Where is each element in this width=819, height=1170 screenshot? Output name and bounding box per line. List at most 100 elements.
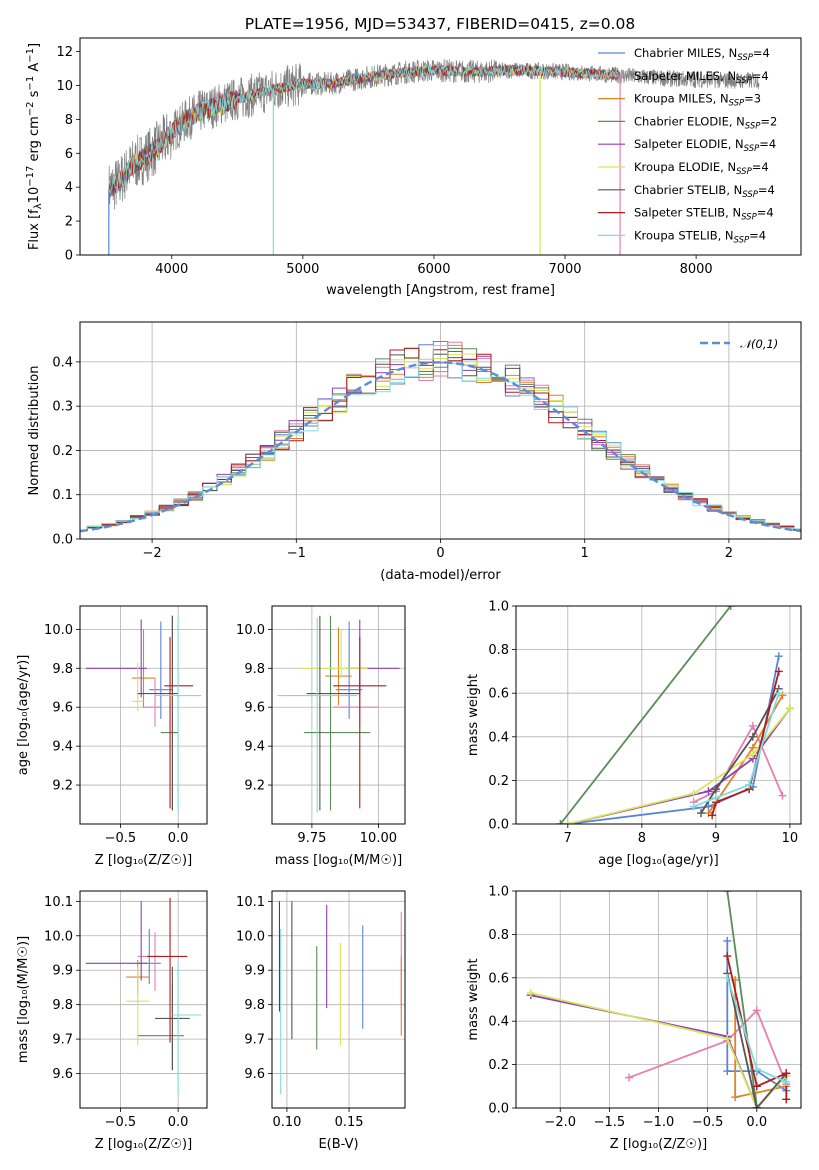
x-tick-label: 8 xyxy=(638,831,646,846)
x-axis-label: wavelength [Angstrom, rest frame] xyxy=(326,283,555,298)
histogram-chabrier-elodie xyxy=(80,347,801,531)
series-marker xyxy=(726,606,735,610)
series-marker xyxy=(782,1077,791,1086)
series-marker xyxy=(723,1067,732,1076)
x-tick-label: −1.5 xyxy=(594,1115,626,1130)
mass-vs-ebv-plot-area xyxy=(278,901,402,1095)
series-marker xyxy=(625,1073,634,1082)
y-tick-label: 9.6 xyxy=(52,701,73,716)
legend-label: Chabrier MILES, NSSP=4 xyxy=(634,46,770,63)
series-line xyxy=(567,707,791,824)
mass-vs-Z-panel: −0.5 0.0 9.6 9.7 9.8 9.9 10.0 10.1 Z [log₁₀(Z/Z☉… xyxy=(16,890,208,1152)
series-marker xyxy=(782,1095,791,1104)
x-axis-label: (data-model)/error xyxy=(380,568,501,583)
series-line xyxy=(711,671,780,816)
x-axis-label: age [log₁₀(age/yr)] xyxy=(598,853,719,868)
y-tick-label: 0.8 xyxy=(488,643,509,658)
y-axis-label: mass [log₁₀(M/M☉)] xyxy=(16,936,31,1063)
series-marker xyxy=(774,652,783,661)
residual-histogram-panel: −2 −1 0 1 2 0.0 0.1 0.2 0.3 0.4 𝒩(0,1) (data-model)… xyxy=(27,321,802,583)
legend-entry: Salpeter MILES, NSSP=4 xyxy=(598,69,769,86)
x-tick-label: 9 xyxy=(712,831,720,846)
x-tick-label: 6000 xyxy=(417,262,450,277)
y-tick-label: 9.8 xyxy=(244,998,265,1013)
series-marker xyxy=(748,750,757,759)
y-tick-label: 8 xyxy=(65,113,73,128)
series-marker xyxy=(782,1069,791,1078)
series-marker xyxy=(723,1034,732,1043)
y-tick-label: 10.1 xyxy=(44,895,73,910)
series-line xyxy=(734,980,787,1099)
x-tick-label: −1 xyxy=(287,546,306,561)
x-tick-label: −2 xyxy=(143,546,162,561)
errorbar-point xyxy=(277,617,358,813)
y-tick-label: 1.0 xyxy=(488,885,509,900)
x-axis-label: Z [log₁₀(Z/Z☉)] xyxy=(95,853,192,868)
x-tick-label: 0.15 xyxy=(335,1115,364,1130)
x-axis-label: Z [log₁₀(Z/Z☉)] xyxy=(95,1137,192,1152)
massweight-vs-Z-panel: −2.0 −1.5 −1.0 −0.5 0.0 0.0 0.2 0.4 0.6 0.8 1.0 Z [… xyxy=(466,885,802,1152)
age-vs-Z-panel: −0.5 0.0 9.2 9.4 9.6 9.8 10.0 Z [log₁₀(Z/Z☉)] ag… xyxy=(16,605,208,868)
series-marker xyxy=(774,689,783,698)
x-tick-label: 0.0 xyxy=(168,1115,189,1130)
y-axis-label: mass weight xyxy=(466,674,481,756)
series-marker xyxy=(526,988,535,997)
series-marker xyxy=(752,1064,761,1073)
spectrum-plot-area xyxy=(108,59,760,255)
series-line xyxy=(700,688,780,814)
y-tick-label: 0.4 xyxy=(52,355,73,370)
y-tick-label: 0.6 xyxy=(488,687,509,702)
y-tick-label: 0.8 xyxy=(488,928,509,943)
y-tick-label: 0.2 xyxy=(52,444,73,459)
errorbar-point xyxy=(155,966,190,1071)
errorbar-point xyxy=(335,621,363,719)
series-line xyxy=(693,692,780,808)
age-vs-mass-plot-area xyxy=(277,615,400,813)
series-marker xyxy=(689,789,698,798)
series-marker xyxy=(556,820,565,824)
axes-frame xyxy=(515,605,802,825)
legend-entry: Salpeter ELODIE, NSSP=4 xyxy=(598,137,776,154)
errorbar-point xyxy=(303,615,371,811)
x-tick-label: 1 xyxy=(581,546,589,561)
y-tick-label: 9.8 xyxy=(244,662,265,677)
legend-entry: Kroupa STELIB, NSSP=4 xyxy=(598,228,766,245)
y-tick-label: 0.2 xyxy=(488,1058,509,1073)
errorbar-point xyxy=(146,897,188,1043)
errorbar-point xyxy=(149,621,173,719)
histogram-kroupa-miles xyxy=(80,344,801,531)
legend-label: Kroupa ELODIE, NSSP=4 xyxy=(634,160,769,177)
series-marker xyxy=(752,1006,761,1015)
y-tick-label: 9.7 xyxy=(244,1033,265,1048)
y-tick-label: 0.0 xyxy=(52,533,73,548)
x-tick-label: −0.5 xyxy=(692,1115,724,1130)
y-tick-label: 10.1 xyxy=(236,895,265,910)
series-marker xyxy=(563,820,572,824)
y-tick-label: 10.0 xyxy=(44,929,73,944)
series-marker xyxy=(711,793,720,802)
y-tick-label: 4 xyxy=(65,181,73,196)
errorbar-point xyxy=(137,984,184,1071)
legend-label: Salpeter MILES, NSSP=4 xyxy=(634,69,769,86)
y-tick-label: 9.9 xyxy=(244,964,265,979)
y-tick-label: 12 xyxy=(56,45,73,60)
axes-frame xyxy=(79,605,208,825)
y-tick-label: 9.6 xyxy=(244,701,265,716)
x-axis-label: Z [log₁₀(Z/Z☉)] xyxy=(610,1137,707,1152)
legend-label: Chabrier ELODIE, NSSP=2 xyxy=(634,114,777,131)
errorbar-point xyxy=(85,901,147,981)
mass-vs-ebv-panel: 0.10 0.15 9.6 9.7 9.8 9.9 10.0 10.1 E(B-V) xyxy=(236,890,406,1152)
series-marker xyxy=(689,802,698,811)
legend-label: Kroupa MILES, NSSP=3 xyxy=(634,92,761,109)
x-tick-label: 7 xyxy=(564,831,572,846)
series-marker xyxy=(723,936,732,945)
y-tick-label: 0.1 xyxy=(52,488,73,503)
y-tick-label: 10.0 xyxy=(236,623,265,638)
series-marker xyxy=(752,1104,761,1108)
x-tick-label: 8000 xyxy=(680,262,713,277)
legend-label: Kroupa STELIB, NSSP=4 xyxy=(634,228,766,245)
massweight-vs-age-panel: 7 8 9 10 0.0 0.2 0.4 0.6 0.8 1.0 age [log₁₀(age/yr… xyxy=(466,600,802,868)
y-tick-label: 9.7 xyxy=(52,1033,73,1048)
series-marker xyxy=(748,732,757,741)
